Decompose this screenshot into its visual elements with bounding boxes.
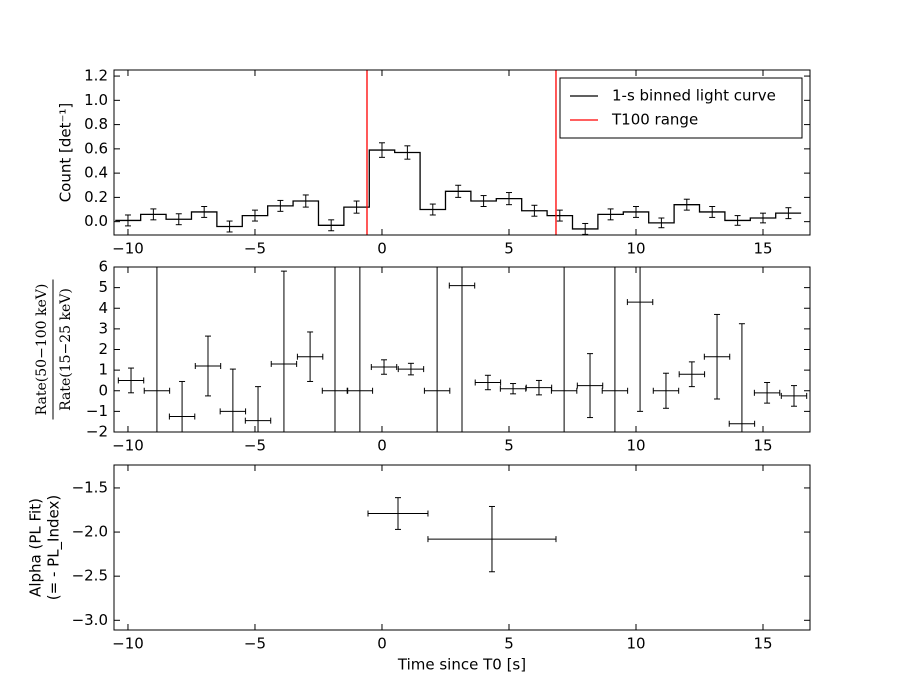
legend-box <box>559 77 803 139</box>
legend: 1-s binned light curve T100 range <box>559 77 803 139</box>
y-axis-label: (= - PL_Index) <box>45 495 64 600</box>
y-tick-label: 0.8 <box>84 115 108 133</box>
panel: −10 −5 0 5 10 15 0.0 0.2 0.4 0.6 0.8 1.0 1.2 Count [d… <box>57 67 811 258</box>
y-tick-label: 3 <box>98 319 108 337</box>
x-axis-label: Time since T0 [s] <box>397 656 526 674</box>
x-tick-label: 10 <box>626 240 645 258</box>
x-tick-label: 0 <box>377 635 387 653</box>
x-tick-label: 10 <box>626 635 645 653</box>
legend-label: T100 range <box>611 111 698 129</box>
y-tick-label: −2.0 <box>72 523 108 541</box>
y-tick-label: 6 <box>98 258 108 276</box>
axes-frame <box>113 266 811 433</box>
plot-area <box>367 497 557 573</box>
y-tick-label: 5 <box>98 278 108 296</box>
panel: −10 −5 0 5 10 15 −3.0 −2.5 −2.0 −1.5 Alpha (PL Fit… <box>27 464 811 674</box>
x-tick-label: 15 <box>753 240 772 258</box>
y-tick-label: 1 <box>98 361 108 379</box>
y-tick-label: 0.6 <box>84 139 108 157</box>
y-tick-label: −2.5 <box>72 567 108 585</box>
x-tick-label: 0 <box>377 437 387 455</box>
x-tick-label: −10 <box>112 635 144 653</box>
y-tick-label: 0.2 <box>84 188 108 206</box>
y-tick-label: 4 <box>98 299 108 317</box>
plot-area <box>117 267 808 432</box>
x-tick-label: −5 <box>244 635 266 653</box>
plot-area <box>115 70 802 235</box>
y-tick-label: 0 <box>98 381 108 399</box>
axes-frame <box>113 69 811 236</box>
x-tick-label: 10 <box>626 437 645 455</box>
legend-label: 1-s binned light curve <box>612 87 776 105</box>
y-axis-label: Rate(50−100 keV) <box>34 284 50 416</box>
x-tick-label: 5 <box>504 437 514 455</box>
y-tick-label: 0.4 <box>84 164 108 182</box>
y-tick-label: −2 <box>86 423 108 441</box>
x-tick-label: 5 <box>504 240 514 258</box>
y-axis-label: Alpha (PL Fit) <box>27 498 45 597</box>
y-tick-label: 0.0 <box>84 212 108 230</box>
x-tick-label: −10 <box>112 437 144 455</box>
y-tick-label: −1 <box>86 402 108 420</box>
y-tick-label: 1.2 <box>84 67 108 85</box>
x-tick-label: 5 <box>504 635 514 653</box>
y-tick-label: −1.5 <box>72 478 108 496</box>
axes-frame <box>113 464 811 631</box>
x-tick-label: −10 <box>112 240 144 258</box>
x-tick-label: −5 <box>244 437 266 455</box>
y-axis-label: Rate(15−25 keV) <box>58 288 74 411</box>
x-tick-label: −5 <box>244 240 266 258</box>
y-tick-label: 2 <box>98 340 108 358</box>
x-tick-label: 15 <box>753 437 772 455</box>
y-axis-label: Count [det⁻¹] <box>57 103 75 203</box>
y-tick-label: −3.0 <box>72 611 108 629</box>
y-tick-label: 1.0 <box>84 91 108 109</box>
x-tick-label: 0 <box>377 240 387 258</box>
x-tick-label: 15 <box>753 635 772 653</box>
